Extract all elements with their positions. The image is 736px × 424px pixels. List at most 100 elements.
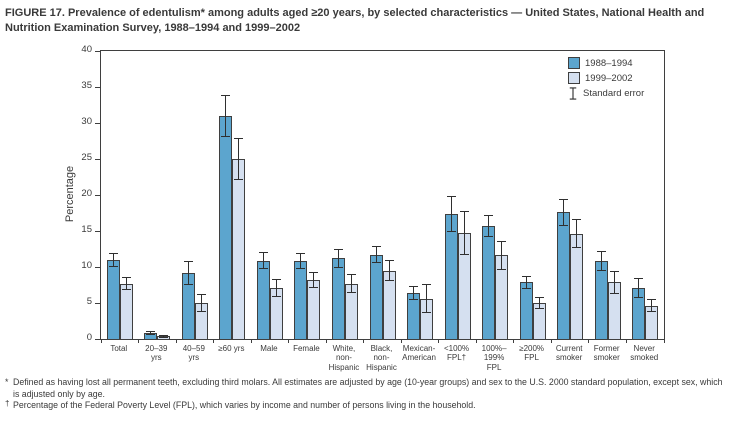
error-bar-line <box>112 252 114 267</box>
y-axis-tick <box>95 338 100 340</box>
x-axis-tick <box>625 339 627 343</box>
y-axis-tick-label: 25 <box>81 152 92 163</box>
error-bar-line <box>525 275 527 289</box>
error-bar-cap-top <box>521 275 531 277</box>
error-bar-cap-top <box>596 251 606 253</box>
error-bar-cap-bottom <box>309 286 319 288</box>
y-axis-tick-label: 5 <box>86 296 92 307</box>
error-bar-cap-top <box>459 210 469 212</box>
legend-item-1999-2002: 1999–2002 <box>568 72 644 84</box>
error-bar-line <box>200 293 202 313</box>
error-bar-line <box>463 210 465 256</box>
footnotes: * Defined as having lost all permanent t… <box>5 377 731 412</box>
x-axis-tick <box>325 339 327 343</box>
error-bar-cap-top <box>497 241 507 243</box>
error-bar-line <box>350 274 352 293</box>
error-bar-cap-top <box>309 272 319 274</box>
error-bar-cap-bottom <box>108 266 118 267</box>
bar-1999-2002 <box>119 283 133 339</box>
bar-1988-1994 <box>557 212 571 339</box>
legend-swatch-1999-2002 <box>568 72 580 84</box>
error-bar-cap-top <box>121 277 131 279</box>
x-axis-category-label: Current smoker <box>555 344 583 363</box>
error-bar-cap-top <box>384 259 394 261</box>
chart-legend: 1988–1994 1999–2002 Standard error <box>568 57 644 103</box>
bar-1988-1994 <box>106 259 120 339</box>
footnote-text: Percentage of the Federal Poverty Level … <box>13 400 476 411</box>
error-bar-cap-bottom <box>234 178 244 180</box>
bar-1988-1994 <box>369 254 383 339</box>
error-bar-cap-bottom <box>497 268 507 270</box>
x-axis-tick <box>250 339 252 343</box>
error-bar-cap-bottom <box>559 224 569 226</box>
error-bar-cap-top <box>146 331 156 333</box>
error-bar-cap-bottom <box>371 262 381 264</box>
error-bar-cap-bottom <box>521 287 531 289</box>
error-bar-line <box>638 277 640 298</box>
error-bar-cap-bottom <box>159 336 169 338</box>
bar-1988-1994 <box>482 225 496 339</box>
error-bar-cap-top <box>534 296 544 298</box>
plot-area: 1988–1994 1999–2002 Standard error <box>95 50 665 343</box>
x-axis-category-label: 20–39 yrs <box>145 344 168 363</box>
error-bar-line <box>150 331 152 336</box>
y-axis-tick-label: 0 <box>86 332 92 343</box>
error-bar-cap-top <box>296 253 306 255</box>
error-bar-cap-bottom <box>221 135 231 137</box>
error-bar-line <box>125 277 127 291</box>
error-bar-cap-bottom <box>634 296 644 298</box>
y-axis-tick-label: 35 <box>81 80 92 91</box>
x-axis-tick <box>550 339 552 343</box>
error-bar-line <box>600 251 602 272</box>
error-bar-cap-top <box>271 279 281 281</box>
error-bar-line <box>187 260 189 285</box>
error-bar-line <box>375 246 377 264</box>
error-bar-line <box>538 296 540 310</box>
error-bar-line <box>501 241 503 270</box>
footnote-text: Defined as having lost all permanent tee… <box>13 377 723 399</box>
bar-1988-1994 <box>256 260 270 339</box>
error-bar-cap-bottom <box>346 291 356 293</box>
y-axis-tick-label: 30 <box>81 116 92 127</box>
bar-1988-1994 <box>331 258 345 339</box>
error-bar-line <box>426 284 428 314</box>
error-bar-line <box>225 94 227 137</box>
y-axis-tick-label: 40 <box>81 44 92 55</box>
error-bar-line <box>388 259 390 282</box>
y-axis-tick <box>95 122 100 124</box>
bar-1988-1994 <box>444 213 458 339</box>
error-bar-cap-bottom <box>572 247 582 249</box>
error-bar-cap-top <box>609 270 619 272</box>
legend-item-standard-error: Standard error <box>568 87 644 100</box>
footnote-marker: * <box>5 377 9 387</box>
error-bar-cap-top <box>422 284 432 286</box>
error-bar-cap-bottom <box>296 268 306 270</box>
x-axis-tick <box>138 339 140 343</box>
error-bar-cap-bottom <box>146 334 156 336</box>
x-axis-category-label: ≥60 yrs <box>218 344 245 353</box>
error-bar-cap-top <box>221 94 231 96</box>
legend-swatch-1988-1994 <box>568 57 580 69</box>
footnote-asterisk: * Defined as having lost all permanent t… <box>5 377 731 400</box>
x-axis-category-label: 40–59 yrs <box>182 344 205 363</box>
y-axis-tick <box>95 266 100 268</box>
error-bar-cap-top <box>409 285 419 287</box>
bar-1988-1994 <box>219 115 233 339</box>
error-bar-cap-bottom <box>384 280 394 282</box>
legend-label-standard-error: Standard error <box>583 88 645 99</box>
error-bar-cap-top <box>371 246 381 248</box>
error-bar-cap-bottom <box>196 311 206 313</box>
bar-1988-1994 <box>519 282 533 339</box>
error-bar-line <box>450 195 452 232</box>
error-bar-line <box>563 198 565 226</box>
x-axis-tick <box>100 339 102 343</box>
x-axis-tick <box>213 339 215 343</box>
error-bar-line <box>313 272 315 288</box>
error-bar-cap-top <box>196 293 206 295</box>
x-axis-category-label: Black, non- Hispanic <box>366 344 397 372</box>
x-axis-tick <box>400 339 402 343</box>
x-axis-tick <box>588 339 590 343</box>
error-bar-cap-top <box>559 198 569 200</box>
bar-1999-2002 <box>570 233 584 339</box>
